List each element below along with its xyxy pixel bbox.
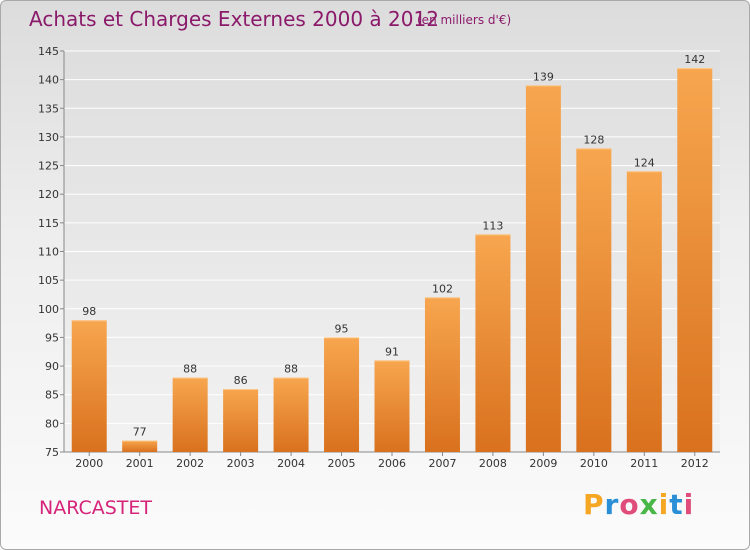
- proxiti-logo: Proxiti: [583, 488, 694, 521]
- x-tick-label-2008: 2008: [479, 457, 507, 470]
- logo-letter: i: [683, 488, 695, 521]
- bar-2008: [475, 234, 511, 452]
- bar-2009: [525, 85, 561, 452]
- bar-2005: [324, 337, 360, 452]
- y-tick-label: 100: [38, 303, 59, 316]
- x-tick-label-2005: 2005: [328, 457, 356, 470]
- bar-2001: [122, 440, 158, 452]
- value-label-2007: 102: [432, 282, 453, 295]
- logo-letter: r: [604, 488, 620, 521]
- value-label-2006: 91: [385, 345, 399, 358]
- bar-2007: [424, 297, 460, 452]
- x-tick-label-2000: 2000: [75, 457, 103, 470]
- bar-2011: [626, 171, 662, 453]
- y-tick-label: 80: [45, 417, 59, 430]
- x-tick-label-2007: 2007: [428, 457, 456, 470]
- y-tick-label: 125: [38, 160, 59, 173]
- y-tick-label: 110: [38, 246, 59, 259]
- y-tick-label: 140: [38, 74, 59, 87]
- value-label-2012: 142: [684, 53, 705, 66]
- value-label-2010: 128: [583, 133, 604, 146]
- value-label-2005: 95: [335, 322, 349, 335]
- logo-letter: t: [669, 488, 684, 521]
- value-label-2000: 98: [82, 305, 96, 318]
- value-label-2001: 77: [133, 426, 147, 439]
- bar-2000: [71, 320, 107, 452]
- y-tick-label: 135: [38, 102, 59, 115]
- logo-letter: P: [583, 488, 605, 521]
- bar-2010: [576, 148, 612, 452]
- chart-title: Achats et Charges Externes 2000 à 2012: [29, 7, 439, 31]
- value-label-2011: 124: [634, 156, 655, 169]
- value-label-2008: 113: [482, 219, 503, 232]
- x-tick-label-2012: 2012: [681, 457, 709, 470]
- y-tick-label: 120: [38, 188, 59, 201]
- x-tick-label-2003: 2003: [227, 457, 255, 470]
- y-tick-label: 145: [38, 45, 59, 58]
- value-label-2004: 88: [284, 363, 298, 376]
- logo-letter: o: [619, 488, 640, 521]
- y-tick-label: 85: [45, 389, 59, 402]
- bar-2012: [677, 68, 713, 452]
- logo-letter: i: [658, 488, 670, 521]
- x-tick-label-2009: 2009: [529, 457, 557, 470]
- value-label-2002: 88: [183, 363, 197, 376]
- bar-2004: [273, 377, 309, 452]
- y-tick-label: 75: [45, 446, 59, 459]
- y-tick-label: 115: [38, 217, 59, 230]
- value-label-2003: 86: [234, 374, 248, 387]
- x-tick-label-2006: 2006: [378, 457, 406, 470]
- y-tick-label: 95: [45, 331, 59, 344]
- y-tick-label: 130: [38, 131, 59, 144]
- value-label-2009: 139: [533, 70, 554, 83]
- bar-2006: [374, 360, 410, 452]
- x-tick-label-2010: 2010: [580, 457, 608, 470]
- y-tick-label: 105: [38, 274, 59, 287]
- x-tick-label-2001: 2001: [126, 457, 154, 470]
- x-tick-label-2004: 2004: [277, 457, 305, 470]
- logo-letter: x: [639, 488, 659, 521]
- y-tick-label: 90: [45, 360, 59, 373]
- place-name: NARCASTET: [39, 497, 153, 519]
- bar-2002: [172, 377, 208, 452]
- chart-unit: (en milliers d'€): [417, 13, 512, 27]
- x-tick-label-2002: 2002: [176, 457, 204, 470]
- x-tick-label-2011: 2011: [630, 457, 658, 470]
- bar-2003: [223, 388, 259, 452]
